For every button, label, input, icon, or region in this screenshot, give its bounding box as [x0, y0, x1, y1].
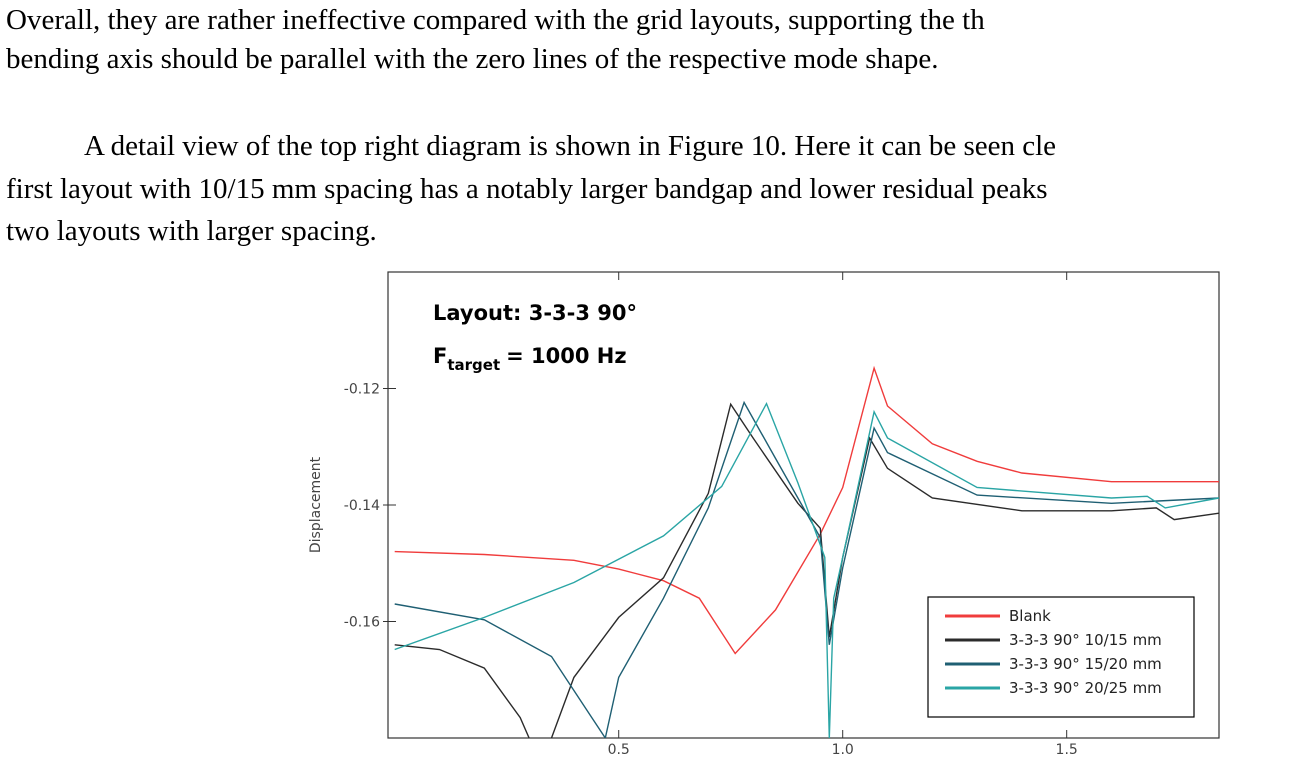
series-line [394, 400, 1219, 738]
plot-area [394, 365, 1219, 738]
y-tick-label: -0.14 [344, 498, 380, 514]
legend-label: Blank [1009, 607, 1051, 625]
paragraph-line: bending axis should be parallel with the… [6, 43, 939, 75]
legend-label: 3-3-3 90° 20/25 mm [1009, 679, 1162, 697]
annotation-rest: = 1000 Hz [506, 344, 626, 368]
x-tick-label: 1.5 [1056, 742, 1078, 758]
legend-label: 3-3-3 90° 15/20 mm [1009, 655, 1162, 673]
series-line [394, 401, 1219, 738]
y-axis-label: Displacement [308, 456, 324, 553]
x-tick-label: 0.5 [608, 742, 630, 758]
annotation-subscript: target [447, 356, 500, 374]
paragraph-line: A detail view of the top right diagram i… [84, 130, 1057, 162]
annotation: Layout: 3-3-3 90° [433, 301, 637, 325]
paragraph-line: first layout with 10/15 mm spacing has a… [6, 173, 1048, 205]
annotation-symbol: F [433, 344, 447, 368]
paragraph-line: two layouts with larger spacing. [6, 215, 377, 247]
legend-label: 3-3-3 90° 10/15 mm [1009, 631, 1162, 649]
y-tick-label: -0.16 [344, 615, 380, 631]
paragraph-line: Overall, they are rather ineffective com… [6, 4, 985, 36]
y-tick-label: -0.12 [344, 382, 380, 398]
annotation: Ftarget = 1000 Hz [433, 344, 627, 374]
x-tick-label: 1.0 [832, 742, 854, 758]
